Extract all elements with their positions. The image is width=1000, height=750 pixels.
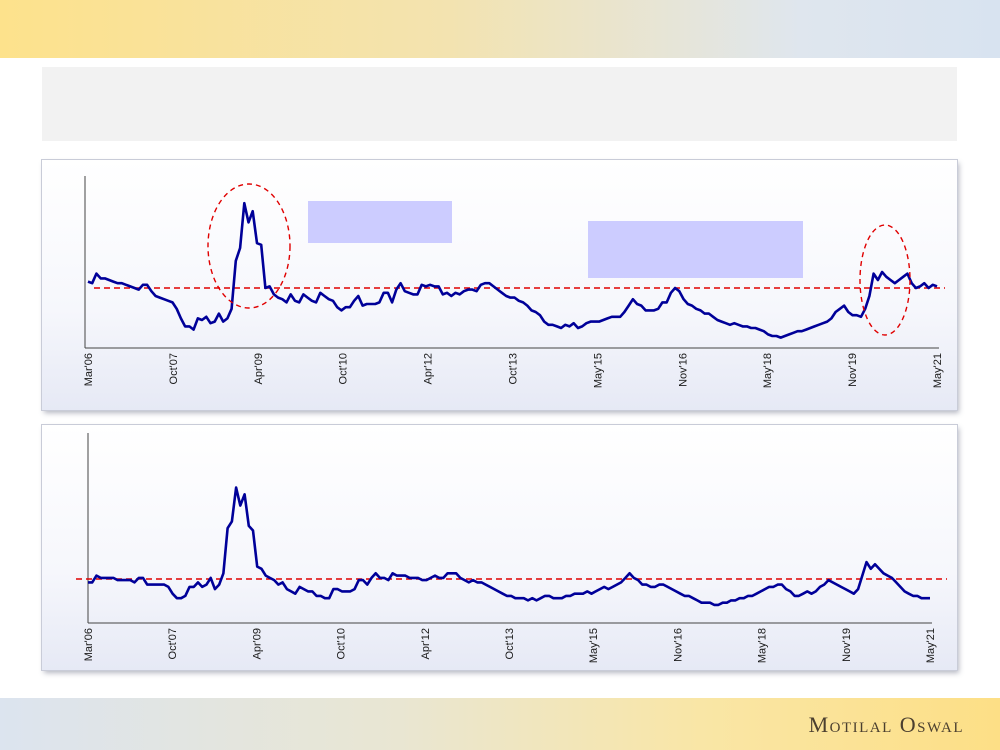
x-tick-label: Nov'19: [847, 353, 859, 387]
x-tick-label: Oct'10: [338, 353, 350, 384]
x-tick-label: Oct'07: [168, 353, 180, 384]
x-tick-label: May'18: [757, 628, 769, 663]
x-tick-label: Nov'16: [672, 628, 684, 662]
callout-box-left: [308, 201, 452, 243]
chart-panel-bottom: Mar'06 Oct'07 Apr'09 Oct'10 Apr'12 Oct'13 May'…: [42, 425, 957, 670]
x-tick-label: Oct'13: [504, 628, 516, 659]
series-line: [88, 486, 930, 607]
series-line: [87, 201, 938, 339]
x-tick-label: May'21: [925, 628, 937, 663]
callout-box-right: [588, 221, 803, 278]
x-tick-label: Mar'06: [83, 353, 95, 386]
line-chart-top: Mar'06 Oct'07 Apr'09 Oct'10 Apr'12 Oct'13 May'…: [83, 176, 945, 388]
chart-panel-top: Mar'06 Oct'07 Apr'09 Oct'10 Apr'12 Oct'13 May'…: [42, 160, 957, 410]
x-tick-label: Apr'12: [423, 353, 435, 384]
x-tick-label: May'15: [588, 628, 600, 663]
highlight-ellipse: [207, 183, 291, 309]
x-tick-label: Oct'10: [336, 628, 348, 659]
x-tick-label: Apr'09: [253, 353, 265, 384]
line-chart-bottom: Mar'06 Oct'07 Apr'09 Oct'10 Apr'12 Oct'13 May'…: [76, 433, 947, 663]
x-tick-label: May'18: [762, 353, 774, 388]
x-tick-label: Nov'19: [841, 628, 853, 662]
x-tick-label: Nov'16: [677, 353, 689, 387]
header-band: [0, 0, 1000, 58]
x-tick-label: Oct'07: [167, 628, 179, 659]
x-tick-label: Oct'13: [508, 353, 520, 384]
x-tick-label: Mar'06: [83, 628, 95, 661]
title-placeholder-box: [42, 67, 957, 141]
highlight-ellipse: [859, 224, 911, 336]
x-tick-label: May'15: [592, 353, 604, 388]
x-tick-label: Apr'12: [420, 628, 432, 659]
brand-logo: Motilal Oswal: [808, 712, 964, 737]
x-tick-label: Apr'09: [251, 628, 263, 659]
x-tick-label: May'21: [932, 353, 944, 388]
footer-band: [0, 698, 1000, 750]
